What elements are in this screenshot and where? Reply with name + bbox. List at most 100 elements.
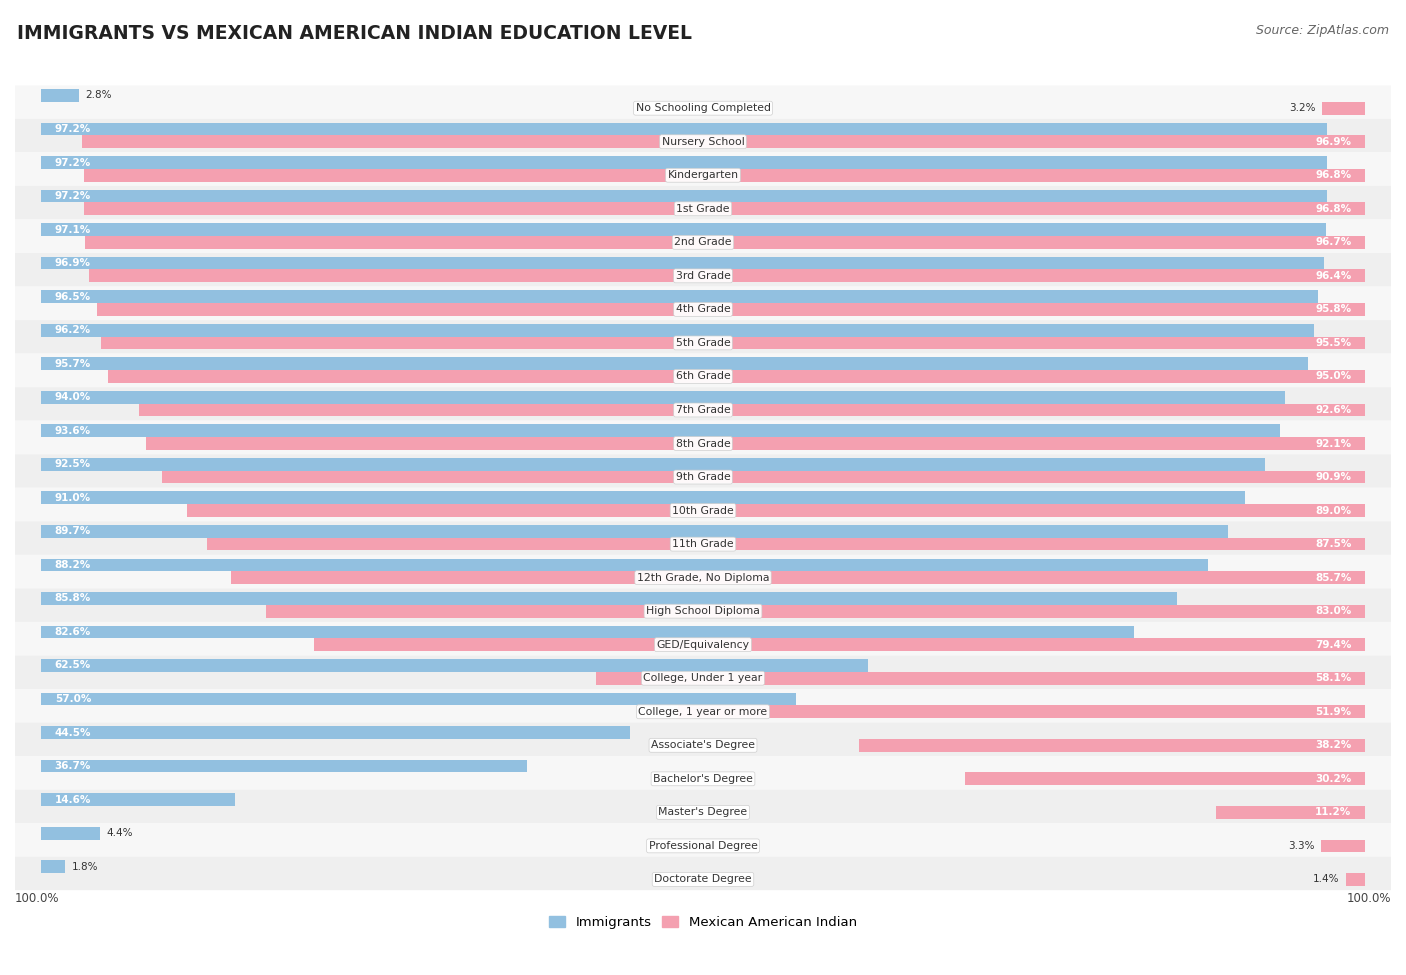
Bar bbox=[41, 559, 1208, 571]
Bar bbox=[41, 760, 527, 772]
Text: Master's Degree: Master's Degree bbox=[658, 807, 748, 817]
Text: 1.4%: 1.4% bbox=[1313, 875, 1340, 884]
Bar bbox=[41, 190, 1327, 203]
Text: 3.2%: 3.2% bbox=[1289, 103, 1316, 113]
Bar bbox=[1320, 839, 1365, 852]
Text: College, Under 1 year: College, Under 1 year bbox=[644, 673, 762, 683]
Text: 30.2%: 30.2% bbox=[1315, 774, 1351, 784]
Text: 97.2%: 97.2% bbox=[55, 158, 91, 168]
Text: 51.9%: 51.9% bbox=[1315, 707, 1351, 717]
FancyBboxPatch shape bbox=[15, 857, 1391, 890]
Text: 38.2%: 38.2% bbox=[1315, 740, 1351, 751]
FancyBboxPatch shape bbox=[15, 254, 1391, 287]
Text: 95.8%: 95.8% bbox=[1315, 304, 1351, 314]
Bar bbox=[41, 726, 630, 739]
Text: 96.9%: 96.9% bbox=[55, 258, 91, 268]
Bar bbox=[266, 604, 1365, 617]
Text: 36.7%: 36.7% bbox=[55, 761, 91, 771]
Bar bbox=[162, 471, 1365, 484]
Text: 2.8%: 2.8% bbox=[86, 91, 111, 100]
FancyBboxPatch shape bbox=[15, 387, 1391, 420]
Text: 88.2%: 88.2% bbox=[55, 560, 91, 570]
Text: Bachelor's Degree: Bachelor's Degree bbox=[652, 774, 754, 784]
Bar bbox=[41, 156, 1327, 169]
Text: Associate's Degree: Associate's Degree bbox=[651, 740, 755, 751]
FancyBboxPatch shape bbox=[15, 488, 1391, 522]
Text: 62.5%: 62.5% bbox=[55, 660, 91, 671]
Text: GED/Equivalency: GED/Equivalency bbox=[657, 640, 749, 649]
Bar bbox=[89, 269, 1365, 282]
Bar bbox=[41, 491, 1246, 504]
FancyBboxPatch shape bbox=[15, 152, 1391, 186]
Bar bbox=[859, 739, 1365, 752]
Text: 89.7%: 89.7% bbox=[55, 526, 91, 536]
Bar bbox=[101, 336, 1365, 349]
Bar bbox=[678, 705, 1365, 719]
Text: 85.7%: 85.7% bbox=[1315, 572, 1351, 583]
Text: 9th Grade: 9th Grade bbox=[676, 472, 730, 482]
Text: 8th Grade: 8th Grade bbox=[676, 439, 730, 448]
Bar bbox=[84, 169, 1365, 181]
Bar bbox=[41, 659, 869, 672]
Text: Kindergarten: Kindergarten bbox=[668, 171, 738, 180]
FancyBboxPatch shape bbox=[15, 219, 1391, 254]
Bar bbox=[97, 303, 1365, 316]
FancyBboxPatch shape bbox=[15, 454, 1391, 488]
Bar bbox=[41, 626, 1135, 639]
Bar bbox=[41, 324, 1315, 336]
Text: 96.7%: 96.7% bbox=[1315, 237, 1351, 248]
Bar bbox=[207, 538, 1365, 551]
FancyBboxPatch shape bbox=[15, 555, 1391, 588]
FancyBboxPatch shape bbox=[15, 655, 1391, 689]
Bar bbox=[596, 672, 1365, 684]
Text: 96.9%: 96.9% bbox=[1315, 136, 1351, 146]
Text: 89.0%: 89.0% bbox=[1315, 506, 1351, 516]
Text: 93.6%: 93.6% bbox=[55, 426, 91, 436]
Text: 97.2%: 97.2% bbox=[55, 191, 91, 201]
Bar bbox=[86, 236, 1365, 249]
Text: 92.1%: 92.1% bbox=[1315, 439, 1351, 448]
Bar bbox=[231, 571, 1365, 584]
FancyBboxPatch shape bbox=[15, 320, 1391, 354]
Bar bbox=[108, 370, 1365, 383]
Text: 92.5%: 92.5% bbox=[55, 459, 91, 469]
FancyBboxPatch shape bbox=[15, 722, 1391, 756]
Bar bbox=[41, 391, 1285, 404]
Text: 90.9%: 90.9% bbox=[1315, 472, 1351, 482]
Bar bbox=[41, 424, 1279, 437]
Text: 82.6%: 82.6% bbox=[55, 627, 91, 637]
Text: 14.6%: 14.6% bbox=[55, 795, 91, 804]
Bar bbox=[1216, 806, 1365, 819]
Bar bbox=[41, 794, 235, 806]
Text: 11th Grade: 11th Grade bbox=[672, 539, 734, 549]
Text: 96.4%: 96.4% bbox=[1315, 271, 1351, 281]
Text: 94.0%: 94.0% bbox=[55, 392, 91, 403]
Bar bbox=[41, 827, 100, 839]
FancyBboxPatch shape bbox=[15, 119, 1391, 152]
Bar bbox=[41, 860, 65, 873]
Bar bbox=[83, 136, 1365, 148]
Text: 57.0%: 57.0% bbox=[55, 694, 91, 704]
Legend: Immigrants, Mexican American Indian: Immigrants, Mexican American Indian bbox=[544, 911, 862, 935]
Text: 87.5%: 87.5% bbox=[1315, 539, 1351, 549]
Text: 85.8%: 85.8% bbox=[55, 594, 91, 604]
Text: 44.5%: 44.5% bbox=[55, 727, 91, 737]
Text: 4th Grade: 4th Grade bbox=[676, 304, 730, 314]
Bar bbox=[41, 291, 1319, 303]
Bar bbox=[41, 525, 1229, 538]
FancyBboxPatch shape bbox=[15, 287, 1391, 320]
Text: 97.2%: 97.2% bbox=[55, 124, 91, 134]
Text: 7th Grade: 7th Grade bbox=[676, 405, 730, 415]
Text: 95.5%: 95.5% bbox=[1315, 338, 1351, 348]
Text: High School Diploma: High School Diploma bbox=[647, 606, 759, 616]
Text: 100.0%: 100.0% bbox=[15, 892, 59, 905]
FancyBboxPatch shape bbox=[15, 186, 1391, 219]
Text: 11.2%: 11.2% bbox=[1315, 807, 1351, 817]
Text: 3.3%: 3.3% bbox=[1288, 840, 1315, 851]
Bar bbox=[41, 357, 1308, 370]
Text: 10th Grade: 10th Grade bbox=[672, 506, 734, 516]
Text: Source: ZipAtlas.com: Source: ZipAtlas.com bbox=[1256, 24, 1389, 37]
Text: 100.0%: 100.0% bbox=[1347, 892, 1391, 905]
FancyBboxPatch shape bbox=[15, 622, 1391, 655]
FancyBboxPatch shape bbox=[15, 420, 1391, 454]
